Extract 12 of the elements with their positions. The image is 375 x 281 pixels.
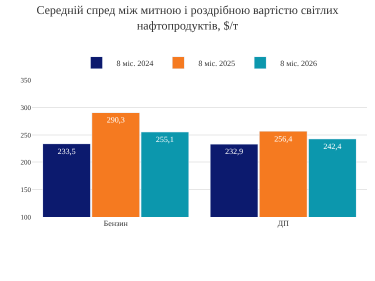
x-tick-label: Бензин [104, 219, 129, 228]
x-tick-label: ДП [278, 219, 290, 228]
legend-label: 8 міс. 2025 [198, 58, 236, 68]
legend-label: 8 міс. 2026 [280, 58, 318, 68]
data-label: 290,3 [106, 116, 125, 125]
data-label: 233,5 [58, 146, 76, 156]
data-label: 242,4 [323, 142, 342, 151]
data-label: 255,1 [156, 135, 174, 144]
data-label: 256,4 [274, 134, 292, 144]
chart-title: Середній спред між митною і роздрібною вартістю світлих нафтопродуктів, $/т [36, 3, 339, 33]
legend-label: 8 міс. 2024 [116, 58, 154, 68]
data-label: 232,9 [225, 147, 244, 156]
